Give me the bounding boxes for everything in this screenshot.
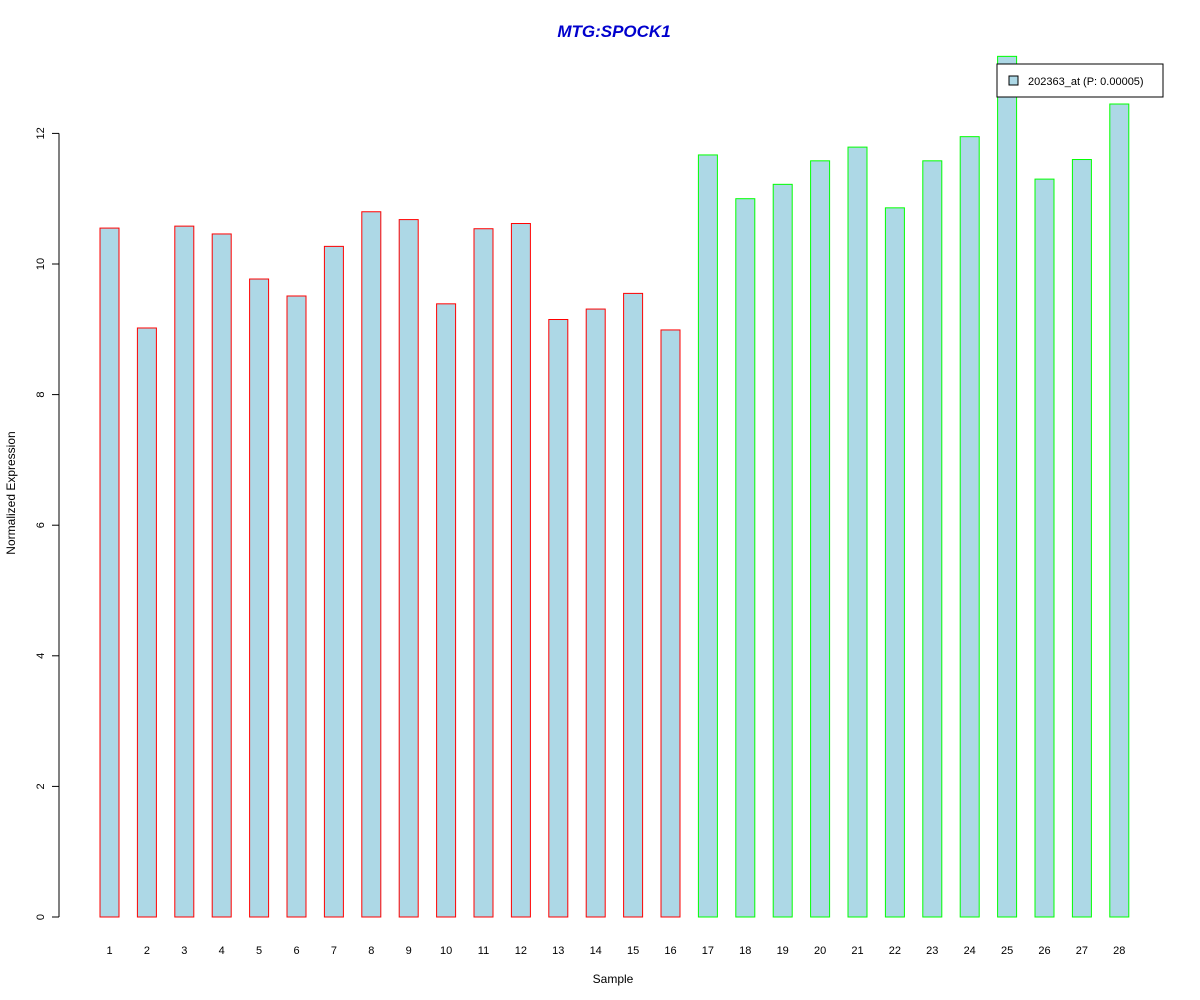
x-tick-label: 19 bbox=[777, 945, 789, 957]
bar-sample-21 bbox=[847, 146, 868, 918]
y-tick-label: 2 bbox=[35, 783, 47, 789]
bar-sample-8 bbox=[361, 211, 382, 918]
y-tick-label: 10 bbox=[35, 258, 47, 270]
bar-sample-19 bbox=[772, 183, 793, 918]
bar-sample-13 bbox=[548, 319, 569, 918]
y-tick-label: 8 bbox=[35, 392, 47, 398]
y-axis: 0 2 4 6 8 10 12 bbox=[35, 127, 60, 920]
x-tick-label: 3 bbox=[181, 945, 187, 957]
x-tick-label: 13 bbox=[552, 945, 564, 957]
x-tick-label: 15 bbox=[627, 945, 639, 957]
bar-sample-3 bbox=[174, 225, 195, 918]
bar-sample-22 bbox=[884, 207, 905, 918]
bar-sample-14 bbox=[585, 308, 606, 918]
x-tick-label: 22 bbox=[889, 945, 901, 957]
bar-sample-23 bbox=[922, 160, 943, 918]
x-tick-label: 20 bbox=[814, 945, 826, 957]
x-tick-label: 24 bbox=[964, 945, 976, 957]
x-tick-label: 2 bbox=[144, 945, 150, 957]
x-tick-label: 17 bbox=[702, 945, 714, 957]
x-tick-label: 1 bbox=[106, 945, 112, 957]
bar-sample-5 bbox=[249, 278, 270, 918]
bar-sample-12 bbox=[510, 223, 531, 918]
bar-sample-11 bbox=[473, 228, 494, 918]
bar-sample-9 bbox=[398, 219, 419, 918]
bar-sample-10 bbox=[436, 303, 457, 918]
y-tick-label: 6 bbox=[35, 522, 47, 528]
x-tick-label: 27 bbox=[1076, 945, 1088, 957]
bar-sample-26 bbox=[1034, 178, 1055, 918]
x-axis-label: Sample bbox=[593, 972, 634, 986]
x-tick-label: 4 bbox=[219, 945, 225, 957]
bar-sample-6 bbox=[286, 295, 307, 918]
x-tick-label: 10 bbox=[440, 945, 452, 957]
x-tick-label: 7 bbox=[331, 945, 337, 957]
x-tick-label: 21 bbox=[851, 945, 863, 957]
x-tick-label: 16 bbox=[664, 945, 676, 957]
x-tick-label: 11 bbox=[478, 945, 489, 957]
x-tick-label: 12 bbox=[515, 945, 527, 957]
legend: 202363_at (P: 0.00005) bbox=[996, 63, 1164, 98]
bar-sample-1 bbox=[99, 227, 120, 918]
bar-sample-20 bbox=[810, 160, 831, 918]
x-tick-labels: 1 2 3 4 5 6 7 8 9 10 11 12 13 14 15 16 17 18 19 20 21 22 23 24 2… bbox=[106, 945, 1125, 957]
x-tick-label: 5 bbox=[256, 945, 262, 957]
bar-sample-16 bbox=[660, 329, 681, 918]
bar-sample-25 bbox=[997, 55, 1018, 918]
y-tick-label: 0 bbox=[35, 914, 47, 920]
chart-title: MTG:SPOCK1 bbox=[557, 22, 670, 41]
y-tick-label: 4 bbox=[35, 653, 47, 659]
bar-sample-28 bbox=[1109, 103, 1130, 918]
x-tick-label: 9 bbox=[406, 945, 412, 957]
bar-sample-24 bbox=[959, 136, 980, 918]
x-tick-label: 25 bbox=[1001, 945, 1013, 957]
legend-swatch bbox=[1008, 75, 1019, 86]
bar-sample-7 bbox=[323, 245, 344, 918]
x-tick-label: 8 bbox=[368, 945, 374, 957]
x-tick-label: 14 bbox=[590, 945, 602, 957]
x-tick-label: 28 bbox=[1113, 945, 1125, 957]
bar-sample-15 bbox=[623, 292, 644, 918]
bar-sample-18 bbox=[735, 198, 756, 918]
x-tick-label: 23 bbox=[926, 945, 938, 957]
legend-label: 202363_at (P: 0.00005) bbox=[1028, 76, 1144, 88]
x-tick-label: 26 bbox=[1038, 945, 1050, 957]
x-tick-label: 18 bbox=[739, 945, 751, 957]
y-axis-label: Normalized Expression bbox=[4, 431, 18, 554]
bar-sample-2 bbox=[136, 327, 157, 918]
x-tick-label: 6 bbox=[293, 945, 299, 957]
bar-sample-27 bbox=[1071, 159, 1092, 918]
legend-box bbox=[996, 63, 1164, 98]
bar-sample-17 bbox=[697, 154, 718, 918]
y-tick-label: 12 bbox=[35, 127, 47, 139]
bar-sample-4 bbox=[211, 233, 232, 918]
bars-group bbox=[99, 55, 1130, 918]
